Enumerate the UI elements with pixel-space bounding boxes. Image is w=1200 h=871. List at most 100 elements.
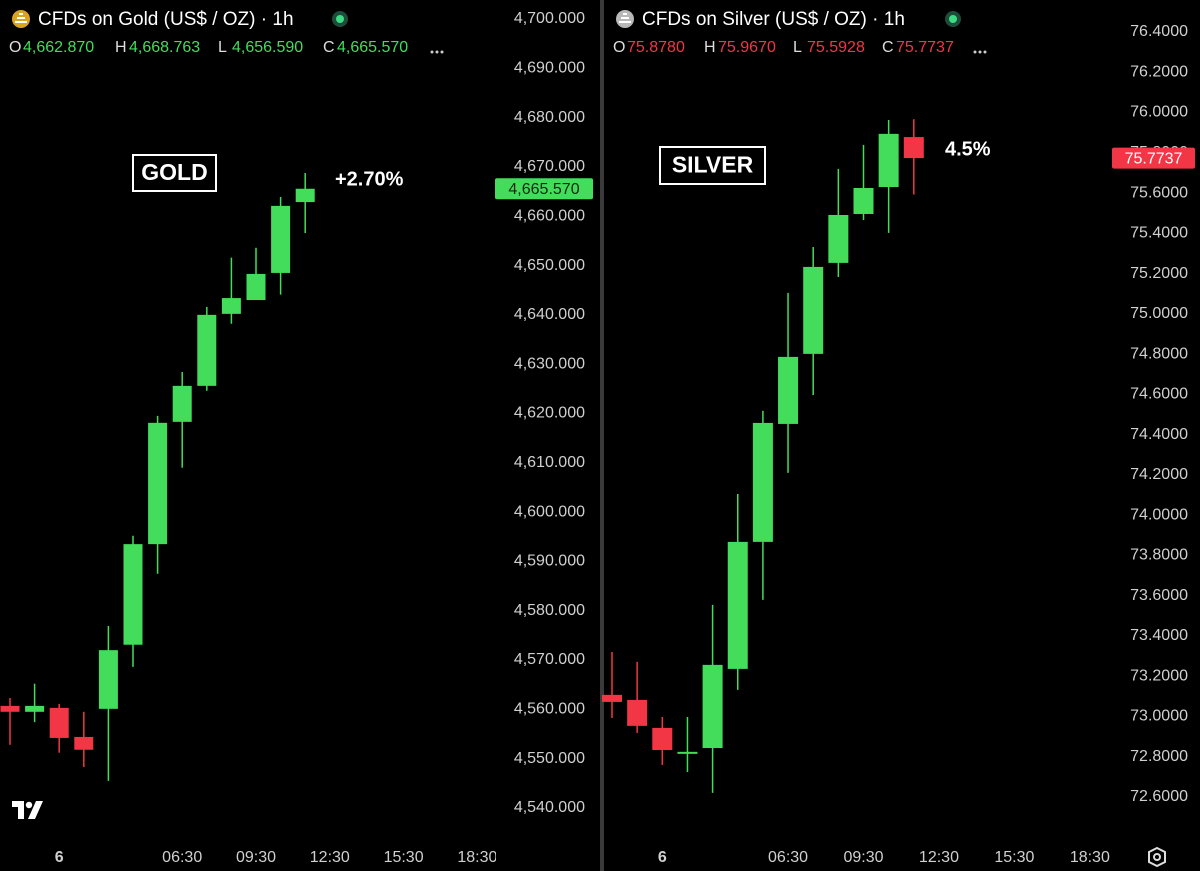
y-tick-label: 4,570.000: [514, 651, 585, 668]
y-tick-label: 75.0000: [1130, 305, 1188, 322]
y-tick-label: 75.6000: [1130, 184, 1188, 201]
annotation-change: +2.70%: [335, 168, 404, 190]
last-price-label: 4,665.570: [508, 181, 579, 198]
chart-title: CFDs on Gold (US$ / OZ) · 1h: [38, 9, 294, 30]
x-axis-labels: 6 06:30 09:30 12:30 15:30 18:30: [55, 849, 497, 866]
y-tick-label: 4,640.000: [514, 306, 585, 323]
y-tick-label: 76.2000: [1130, 63, 1188, 80]
chart-title: CFDs on Silver (US$ / OZ) · 1h: [642, 9, 905, 30]
y-tick-label: 74.4000: [1130, 426, 1188, 443]
candle-body: [828, 214, 849, 263]
annotation-label: SILVER: [672, 152, 754, 178]
y-tick-label: 4,660.000: [514, 207, 585, 224]
x-tick-label: 12:30: [310, 849, 350, 866]
ohlc-key: C: [882, 39, 894, 56]
candle-body: [652, 727, 673, 751]
y-tick-label: 4,650.000: [514, 257, 585, 274]
x-tick-label: 15:30: [994, 849, 1034, 866]
candle-body: [148, 422, 168, 545]
y-tick-label: 72.8000: [1130, 748, 1188, 765]
ohlc-key: L: [793, 39, 802, 56]
candle-body: [727, 541, 748, 669]
logo: [12, 801, 43, 819]
y-tick-label: 74.8000: [1130, 345, 1188, 362]
y-tick-label: 73.0000: [1130, 708, 1188, 725]
candle-body: [123, 544, 143, 645]
last-price-label: 75.7737: [1125, 150, 1183, 167]
y-tick-label: 73.4000: [1130, 627, 1188, 644]
candle-body: [803, 266, 824, 354]
symbol-icon-glyph: [619, 13, 631, 23]
y-tick-label: 74.6000: [1130, 386, 1188, 403]
y-tick-label: 4,670.000: [514, 158, 585, 175]
ohlc-value: 75.7737: [896, 39, 954, 56]
candle-body: [271, 205, 291, 273]
ohlc-key: O: [613, 39, 625, 56]
y-tick-label: 4,690.000: [514, 60, 585, 77]
ohlc-key: H: [704, 39, 716, 56]
x-tick-label: 18:30: [457, 849, 497, 866]
ohlc-value: 75.5928: [807, 39, 865, 56]
more-menu[interactable]: [430, 50, 444, 54]
y-tick-label: 76.4000: [1130, 23, 1188, 40]
status-dot: [949, 15, 957, 23]
ohlc-value: 75.9670: [718, 39, 776, 56]
candle-body: [246, 273, 266, 301]
y-tick-label: 76.0000: [1130, 104, 1188, 121]
candle-body: [677, 751, 698, 754]
ohlc-value: 75.8780: [627, 39, 685, 56]
y-tick-label: 72.6000: [1130, 788, 1188, 805]
x-tick-label: 18:30: [1070, 849, 1110, 866]
symbol-icon-glyph: [15, 13, 27, 23]
y-tick-label: 4,620.000: [514, 405, 585, 422]
y-tick-label: 73.8000: [1130, 547, 1188, 564]
x-tick-label: 06:30: [768, 849, 808, 866]
annotation-box: [132, 154, 217, 192]
ohlc-key: O: [9, 39, 21, 56]
settings-button[interactable]: [1148, 846, 1166, 868]
candle-body: [602, 694, 622, 702]
candle-body: [853, 188, 874, 214]
candle-body: [221, 298, 241, 314]
candle-body: [49, 707, 69, 738]
candle-body: [25, 705, 45, 712]
candle-body: [752, 422, 773, 542]
panel-divider: [600, 0, 604, 871]
ohlc-value: 4,665.570: [337, 39, 408, 56]
annotation-change: 4.5%: [945, 138, 991, 160]
candle-body: [903, 137, 924, 159]
x-tick-label: 06:30: [162, 849, 202, 866]
ohlc-value: 4,662.870: [23, 39, 94, 56]
y-tick-label: 4,540.000: [514, 799, 585, 816]
candle-body: [627, 699, 648, 726]
ohlc-value: 4,656.590: [232, 39, 303, 56]
y-tick-label: 4,630.000: [514, 355, 585, 372]
ohlc-key: L: [218, 39, 227, 56]
last-price-badge: [495, 178, 593, 200]
candle-body: [878, 133, 899, 188]
last-price-badge: [1112, 147, 1195, 169]
candle-body: [702, 664, 723, 749]
y-tick-label: 75.2000: [1130, 265, 1188, 282]
x-tick-label: 6: [55, 849, 64, 866]
x-axis-labels: 6 06:30 09:30 12:30 15:30 18:30: [658, 849, 1110, 866]
y-tick-label: 75.4000: [1130, 225, 1188, 242]
x-tick-label: 6: [658, 849, 667, 866]
candle-body: [197, 314, 217, 386]
status-dot: [336, 15, 344, 23]
y-tick-label: 4,590.000: [514, 553, 585, 570]
y-tick-label: 73.6000: [1130, 587, 1188, 604]
y-tick-label: 4,560.000: [514, 701, 585, 718]
y-tick-label: 73.2000: [1130, 667, 1188, 684]
annotation-box: [659, 146, 766, 185]
y-tick-label: 4,680.000: [514, 109, 585, 126]
y-tick-label: 4,550.000: [514, 750, 585, 767]
more-menu[interactable]: [973, 50, 987, 54]
candle-body: [172, 385, 192, 422]
y-tick-label: 4,610.000: [514, 454, 585, 471]
candle-body: [74, 736, 94, 750]
x-tick-label: 12:30: [919, 849, 959, 866]
ohlc-key: H: [115, 39, 127, 56]
ohlc-key: C: [323, 39, 335, 56]
